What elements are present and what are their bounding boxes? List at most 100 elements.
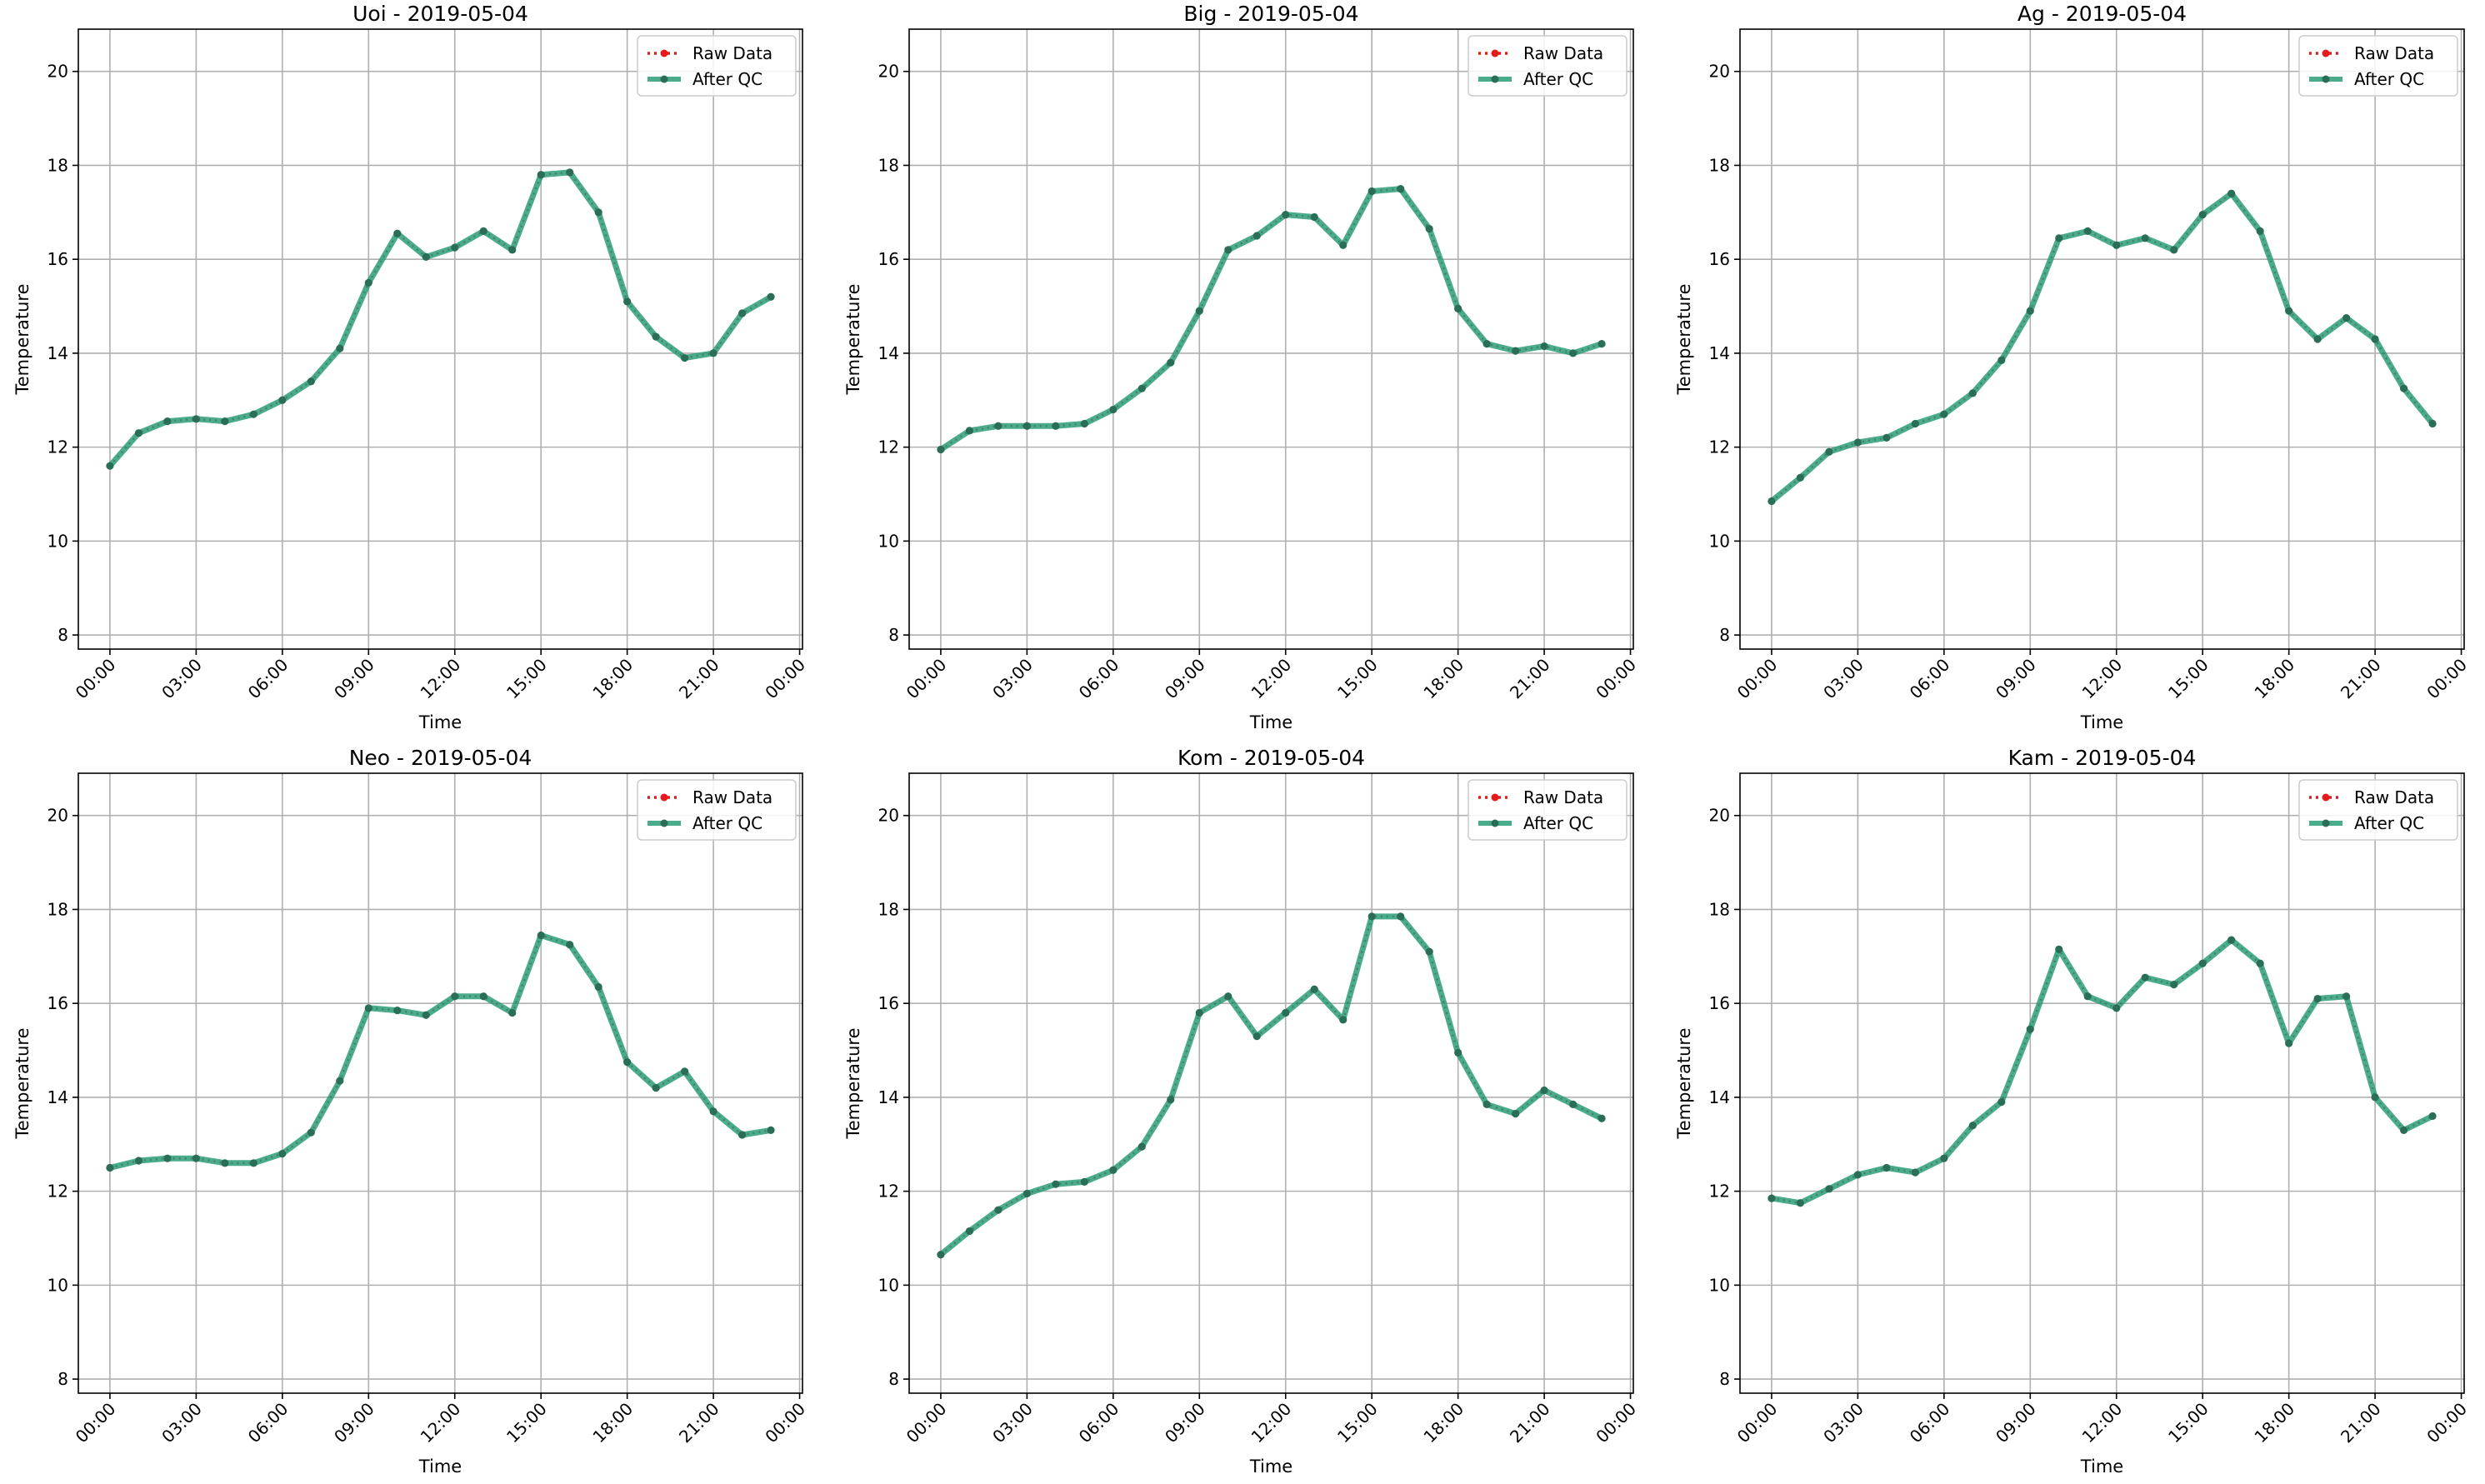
x-axis-label: Time (1249, 712, 1292, 732)
x-tick-label: 03:00 (158, 1399, 206, 1447)
data-point (937, 1251, 945, 1259)
data-point (681, 1067, 689, 1076)
x-tick-label: 03:00 (988, 1399, 1037, 1447)
data-point (2112, 1004, 2121, 1012)
data-point (393, 1007, 402, 1015)
legend-qc-label: After QC (2354, 69, 2424, 89)
y-tick-label: 16 (878, 249, 899, 269)
x-tick-label: 21:00 (2337, 1399, 2385, 1447)
x-tick-label: 09:00 (330, 655, 378, 703)
data-point (1397, 912, 1405, 921)
data-point (2141, 234, 2149, 242)
y-axis-label: Temperature (843, 1027, 863, 1139)
after-qc-line (107, 169, 774, 469)
x-tick-label: 00:00 (902, 1399, 951, 1447)
data-point (594, 208, 602, 217)
y-tick-label: 20 (1709, 62, 1730, 82)
legend: Raw Data After QC (637, 779, 797, 841)
x-tick-label: 15:00 (502, 1399, 551, 1447)
data-point (652, 1084, 660, 1092)
plot-area (1740, 773, 2464, 1393)
axes-frame (908, 772, 1634, 1394)
data-point (1109, 1166, 1118, 1174)
data-point (1310, 212, 1318, 222)
legend-raw-label: Raw Data (1523, 43, 1603, 63)
legend-qc-marker (1491, 819, 1499, 827)
data-point (508, 1008, 517, 1017)
data-point (1540, 1086, 1548, 1095)
x-axis-label: Time (418, 712, 462, 732)
legend-raw-label: Raw Data (2354, 787, 2434, 807)
data-point (2285, 307, 2293, 315)
data-point (1598, 340, 1606, 348)
data-point (2399, 384, 2408, 392)
y-tick-label: 8 (58, 625, 68, 645)
x-tick-label: 21:00 (2337, 655, 2385, 703)
data-point (1138, 384, 1146, 392)
data-point (2083, 227, 2092, 235)
x-tick-label: 18:00 (2250, 655, 2298, 703)
chart-title: Ag - 2019-05-04 (2018, 2, 2187, 26)
y-tick-label: 20 (878, 806, 899, 826)
y-tick-label: 20 (48, 806, 68, 826)
chart-panel: 8 10 12 14 16 18 20 00:00 03:00 06:00 09:00 12:00 15… (12, 746, 809, 1477)
x-tick-label: 15:00 (2164, 1399, 2212, 1447)
data-point (1825, 447, 1833, 456)
data-point (221, 417, 229, 426)
x-tick-label: 00:00 (902, 655, 951, 703)
data-point (106, 462, 114, 470)
data-point (508, 246, 517, 254)
y-tick-label: 12 (878, 1182, 899, 1202)
data-point (106, 1163, 114, 1172)
data-point (537, 171, 545, 179)
y-axis-label: Temperature (1674, 1027, 1694, 1139)
y-tick-label: 12 (48, 1182, 68, 1202)
data-point (1968, 389, 1977, 397)
y-tick-label: 16 (48, 993, 68, 1013)
chart-panel: 8 10 12 14 16 18 20 00:00 03:00 06:00 09:00 12:00 15… (12, 2, 809, 732)
axes-frame (908, 28, 1634, 650)
data-point (1482, 340, 1491, 348)
legend-raw-marker (660, 793, 668, 802)
y-tick-label: 10 (1709, 531, 1730, 551)
data-point (1540, 342, 1548, 351)
legend: Raw Data After QC (1468, 35, 1628, 97)
data-point (738, 1131, 747, 1139)
legend-qc-label: After QC (692, 69, 762, 89)
plot-area (909, 773, 1633, 1393)
y-tick-label: 18 (1709, 899, 1730, 919)
data-point (192, 415, 200, 423)
y-tick-label: 18 (48, 899, 68, 919)
data-point (278, 396, 287, 404)
chart-panel: 8 10 12 14 16 18 20 00:00 03:00 06:00 09:00 12:00 15… (843, 746, 1640, 1477)
legend-raw-marker (660, 49, 668, 57)
data-point (249, 1159, 258, 1167)
data-point (1512, 1110, 1520, 1118)
axes-frame (1739, 772, 2465, 1394)
data-point (1940, 410, 1948, 418)
legend-raw-label: Raw Data (2354, 43, 2434, 63)
data-point (1968, 1122, 1977, 1130)
chart-title: Uoi - 2019-05-04 (352, 2, 528, 26)
plot-area (1740, 29, 2464, 649)
data-point (1224, 992, 1232, 1001)
x-tick-label: 15:00 (2164, 655, 2212, 703)
y-tick-label: 14 (1709, 1087, 1730, 1107)
data-point (1022, 422, 1031, 430)
data-point (2170, 981, 2178, 989)
data-point (2026, 307, 2034, 315)
axes-frame (78, 772, 803, 1394)
legend: Raw Data After QC (1468, 779, 1628, 841)
data-point (1339, 241, 1348, 249)
x-tick-label: 12:00 (1248, 655, 1296, 703)
chart-title: Kom - 2019-05-04 (1178, 746, 1365, 770)
data-point (652, 332, 660, 341)
data-point (134, 1157, 143, 1165)
data-point (1796, 1199, 1805, 1207)
data-point (2026, 1025, 2034, 1033)
data-point (2141, 973, 2149, 982)
chart-title: Kam - 2019-05-04 (2008, 746, 2197, 770)
y-tick-label: 16 (1709, 249, 1730, 269)
data-point (192, 1154, 200, 1162)
